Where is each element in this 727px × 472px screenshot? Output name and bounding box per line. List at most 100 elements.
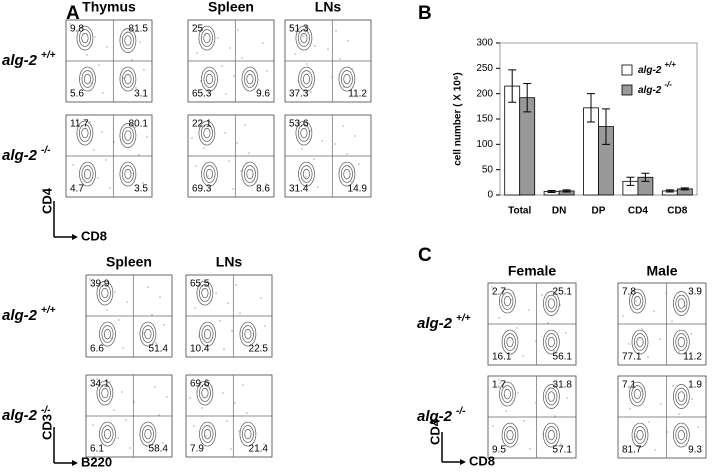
contour	[99, 321, 116, 347]
quadrant-percent: 2.7	[492, 287, 506, 298]
quadrant-percent: 37.3	[289, 89, 309, 100]
contour	[297, 124, 310, 142]
contour	[119, 66, 137, 92]
contour	[298, 66, 315, 92]
event-dot	[354, 135, 356, 137]
contour	[198, 120, 216, 146]
event-dot	[221, 65, 223, 67]
quadrant-percent: 9.5	[492, 445, 506, 456]
contour	[239, 421, 257, 447]
contour	[673, 422, 690, 448]
contour	[201, 161, 218, 187]
contour	[545, 387, 558, 406]
event-dot	[131, 59, 133, 61]
contour	[200, 124, 213, 142]
contour	[196, 380, 214, 406]
event-dot	[235, 284, 237, 286]
event-dot	[227, 302, 229, 304]
event-dot	[246, 412, 248, 414]
event-dot	[166, 396, 168, 398]
legend-genotype: +/+	[664, 60, 676, 69]
event-dot	[541, 294, 543, 296]
event-dot	[659, 338, 661, 340]
column-title: Spleen	[208, 0, 254, 15]
event-dot	[266, 70, 268, 72]
event-dot	[697, 426, 699, 428]
contour	[139, 421, 157, 447]
event-dot	[350, 181, 352, 183]
event-dot	[105, 159, 107, 161]
event-dot	[258, 88, 260, 90]
contour	[124, 35, 132, 46]
event-dot	[101, 131, 103, 133]
contour	[139, 321, 157, 347]
contour	[81, 32, 89, 44]
event-dot	[306, 63, 308, 65]
quadrant-percent: 4.7	[70, 184, 84, 195]
contour	[103, 328, 112, 340]
contour	[244, 328, 252, 340]
contour	[302, 73, 311, 85]
genotype-name: alg-2	[2, 407, 38, 424]
event-dot	[240, 170, 242, 172]
contour	[545, 333, 558, 351]
error-bar	[641, 172, 650, 182]
contour	[244, 428, 252, 440]
contour	[124, 73, 132, 85]
event-dot	[648, 421, 650, 423]
contour	[101, 287, 109, 299]
event-dot	[154, 386, 156, 388]
event-dot	[313, 158, 315, 160]
event-dot	[238, 430, 240, 432]
quadrant-percent: 25	[192, 24, 204, 35]
event-dot	[230, 448, 232, 450]
arrow-head	[72, 234, 78, 240]
event-dot	[265, 183, 267, 185]
event-dot	[125, 419, 127, 421]
contour	[83, 168, 92, 180]
quadrant-percent: 57.1	[553, 445, 573, 456]
event-dot	[566, 397, 568, 399]
contour	[96, 280, 114, 306]
event-dot	[635, 436, 637, 438]
event-dot	[522, 355, 524, 357]
event-dot	[196, 52, 198, 54]
genotype-name: alg-2	[417, 315, 453, 332]
contour	[673, 329, 690, 355]
contour	[636, 429, 644, 441]
contour	[196, 280, 214, 306]
quadrant-percent: 11.7	[70, 119, 89, 130]
event-dot	[231, 330, 233, 332]
genotype-name: alg-2	[417, 408, 453, 425]
x-tick-label: Total	[508, 206, 531, 217]
event-dot	[327, 48, 329, 50]
contour	[199, 421, 216, 447]
contour	[241, 161, 259, 187]
event-dot	[290, 25, 292, 27]
event-dot	[262, 42, 264, 44]
event-dot	[93, 149, 95, 151]
contour	[205, 73, 214, 85]
contour	[297, 29, 310, 47]
contour	[543, 384, 560, 409]
event-dot	[314, 45, 316, 47]
column-title: Spleen	[106, 254, 152, 270]
event-dot	[106, 46, 108, 48]
event-dot	[242, 384, 244, 386]
event-dot	[653, 310, 655, 312]
contour	[338, 66, 356, 92]
contour	[198, 25, 216, 51]
contour	[203, 165, 216, 183]
contour	[636, 336, 644, 348]
contour	[506, 336, 514, 348]
contour	[203, 428, 212, 440]
event-dot	[121, 391, 123, 393]
event-dot	[317, 186, 319, 188]
legend-swatch	[621, 84, 633, 96]
event-dot	[678, 413, 680, 415]
event-dot	[69, 23, 71, 25]
event-dot	[146, 136, 148, 138]
quadrant-percent: 7.9	[190, 444, 204, 455]
event-dot	[138, 154, 140, 156]
contour	[198, 384, 211, 402]
